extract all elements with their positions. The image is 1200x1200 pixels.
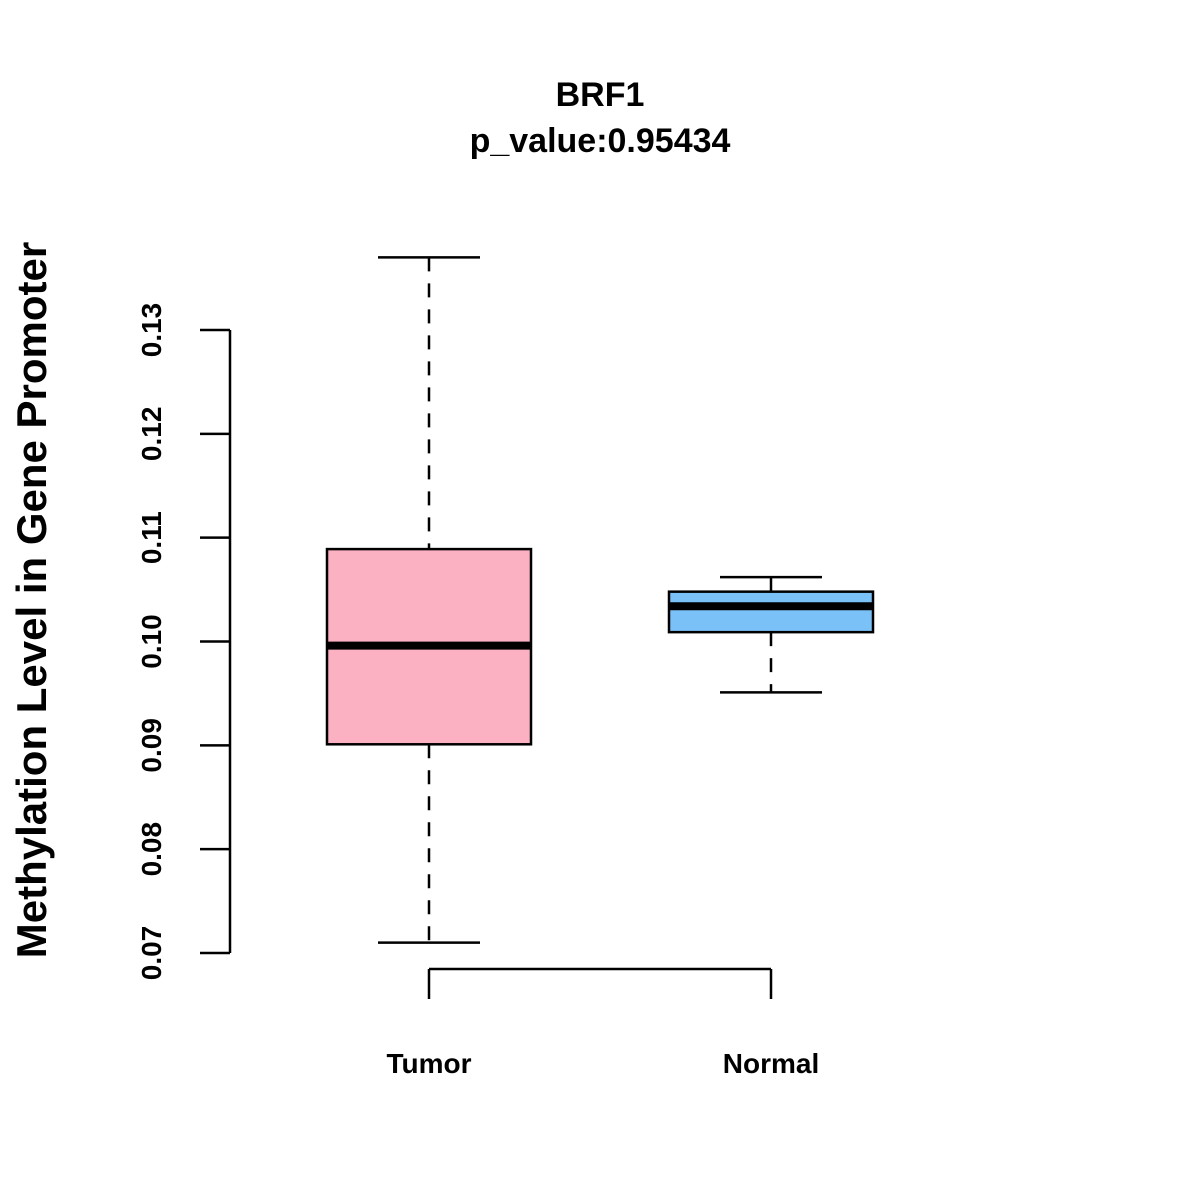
x-tick-label: Tumor: [386, 1048, 471, 1079]
y-tick-label: 0.10: [136, 614, 167, 669]
chart-title: BRF1: [556, 76, 645, 114]
chart-subtitle: p_value:0.95434: [470, 122, 731, 160]
y-tick-label: 0.12: [136, 407, 167, 462]
y-tick-label: 0.13: [136, 303, 167, 358]
y-tick-label: 0.09: [136, 718, 167, 773]
box-normal: [667, 575, 875, 694]
y-tick-label: 0.08: [136, 822, 167, 877]
box-tumor: [325, 256, 533, 944]
y-tick-label: 0.11: [136, 511, 167, 564]
x-axis: Tumor Normal: [386, 967, 819, 1079]
y-axis-label: Methylation Level in Gene Promoter: [8, 242, 55, 958]
box-series: [325, 256, 875, 944]
y-tick-label: 0.07: [136, 926, 167, 981]
box-iqr: [667, 590, 875, 634]
y-axis: 0.07 0.08 0.09 0.10 0.11 0.12 0.13: [136, 303, 232, 981]
x-tick-label: Normal: [723, 1048, 819, 1079]
